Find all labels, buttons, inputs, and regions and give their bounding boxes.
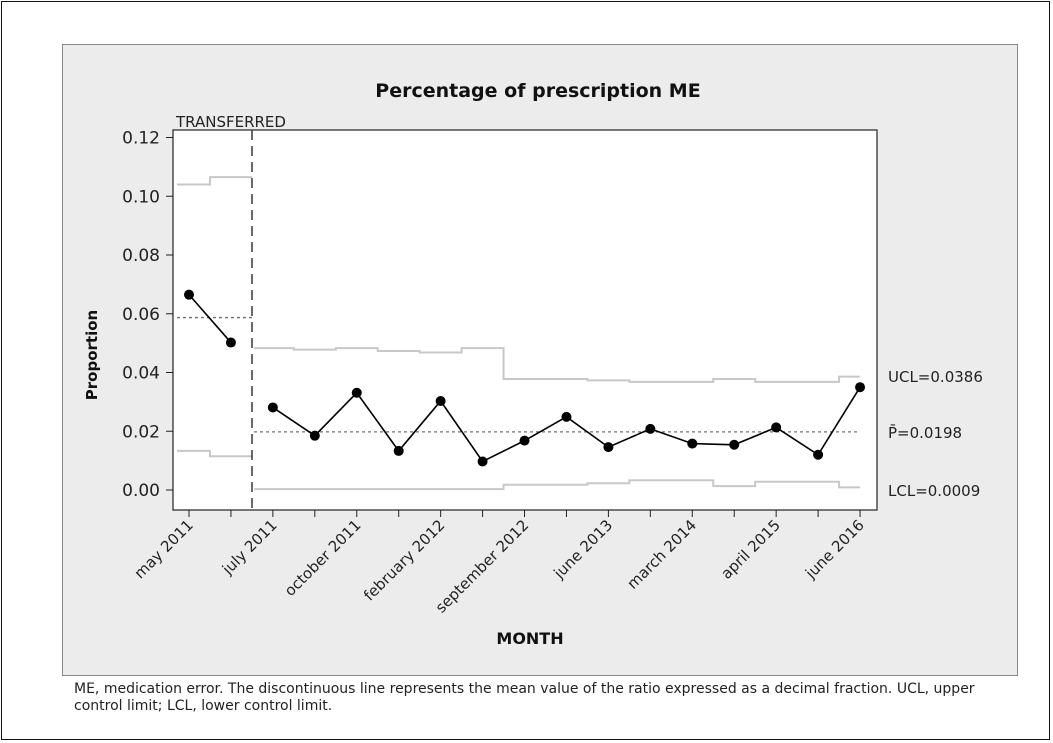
data-line-phase1 bbox=[188, 294, 232, 344]
data-point bbox=[771, 422, 782, 433]
y-tick-label: 0.10 bbox=[122, 187, 160, 207]
data-point bbox=[729, 439, 740, 450]
x-tick-label: june 2016 bbox=[801, 516, 868, 583]
x-tick-label: may 2011 bbox=[131, 516, 197, 582]
data-point bbox=[477, 456, 488, 467]
y-tick-label: 0.08 bbox=[122, 246, 160, 266]
y-tick-label: 0.02 bbox=[122, 422, 160, 442]
lcl-line bbox=[254, 479, 861, 491]
y-tick-label: 0.04 bbox=[122, 364, 160, 384]
x-tick-label: july 2011 bbox=[218, 516, 281, 579]
phase1-lcl-line bbox=[177, 449, 252, 458]
data-point bbox=[393, 445, 404, 456]
phase1-ucl-line bbox=[177, 176, 252, 186]
y-tick-label: 0.00 bbox=[122, 481, 160, 501]
y-axis-label: Proportion bbox=[83, 310, 101, 400]
ucl-line bbox=[254, 347, 861, 383]
x-tick-label: april 2015 bbox=[717, 516, 784, 583]
chart-title: Percentage of prescription ME bbox=[375, 80, 700, 102]
data-point bbox=[813, 449, 824, 460]
data-point bbox=[645, 423, 656, 434]
x-tick-label: june 2013 bbox=[550, 516, 617, 583]
figure-caption: ME, medication error. The discontinuous … bbox=[74, 681, 975, 714]
data-point bbox=[225, 337, 236, 348]
data-point bbox=[519, 435, 530, 446]
data-point bbox=[561, 411, 572, 422]
data-point bbox=[267, 402, 278, 413]
x-tick-label: march 2014 bbox=[623, 516, 700, 593]
data-point bbox=[184, 289, 194, 300]
center-line-annotation: P̄=0.0198 bbox=[888, 423, 962, 442]
lcl-annotation: LCL=0.0009 bbox=[888, 482, 980, 500]
plot-area bbox=[172, 129, 878, 511]
data-point bbox=[351, 387, 362, 398]
data-point bbox=[687, 438, 698, 449]
x-tick-label: february 2012 bbox=[360, 516, 448, 604]
data-point bbox=[435, 395, 446, 406]
phase-label: TRANSFERRED bbox=[175, 113, 286, 131]
data-point bbox=[855, 382, 866, 393]
data-point bbox=[309, 430, 320, 441]
x-axis-label: MONTH bbox=[496, 629, 563, 648]
data-point bbox=[603, 442, 614, 453]
y-tick-label: 0.12 bbox=[122, 129, 160, 149]
ucl-annotation: UCL=0.0386 bbox=[888, 368, 983, 386]
x-tick-label: september 2012 bbox=[432, 516, 533, 617]
y-tick-label: 0.06 bbox=[122, 305, 160, 325]
x-tick-label: october 2011 bbox=[281, 516, 365, 600]
